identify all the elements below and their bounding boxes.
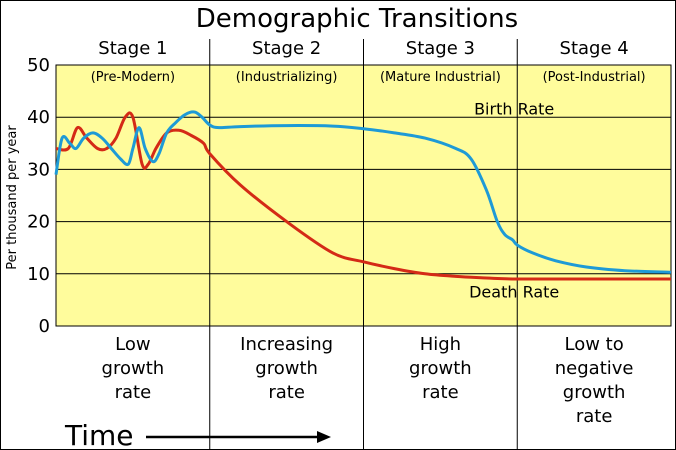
growth-label-line: rate <box>115 382 152 403</box>
growth-label-line: growth <box>102 358 165 379</box>
growth-label-line: growth <box>409 358 472 379</box>
growth-label-line: rate <box>268 382 305 403</box>
y-axis-label: Per thousand per year <box>5 125 20 270</box>
stage-header: Stage 1 <box>98 38 167 59</box>
stage-subtitle: (Post-Industrial) <box>543 70 646 85</box>
growth-label-line: High <box>420 334 461 355</box>
y-tick-label: 10 <box>27 264 50 285</box>
stage-header: Stage 2 <box>252 38 321 59</box>
growth-label-line: rate <box>576 406 613 427</box>
stage-header: Stage 3 <box>406 38 475 59</box>
growth-label-line: negative <box>555 358 634 379</box>
stage-header: Stage 4 <box>560 38 629 59</box>
y-tick-label: 0 <box>39 316 50 337</box>
growth-label-line: growth <box>255 358 318 379</box>
y-tick-label: 20 <box>27 212 50 233</box>
growth-label-line: growth <box>563 382 626 403</box>
series-annotation: Death Rate <box>469 282 559 301</box>
series-annotation: Birth Rate <box>474 100 554 119</box>
birth-rate-line <box>54 110 672 274</box>
x-axis-label-time: Time <box>64 419 134 449</box>
stage-subtitle: (Industrializing) <box>236 70 338 85</box>
growth-label-line: Low to <box>565 334 624 355</box>
y-tick-label: 40 <box>27 107 50 128</box>
death-rate-line <box>55 111 671 281</box>
time-arrow-head <box>317 431 331 443</box>
growth-label-line: rate <box>422 382 459 403</box>
stage-subtitle: (Pre-Modern) <box>91 70 175 85</box>
y-tick-label: 30 <box>27 159 50 180</box>
time-arrow <box>146 431 331 443</box>
chart-title: Demographic Transitions <box>196 4 518 34</box>
growth-label-line: Increasing <box>240 334 333 355</box>
y-tick-label: 50 <box>27 55 50 76</box>
growth-label-line: Low <box>115 334 150 355</box>
stage-subtitle: (Mature Industrial) <box>380 70 501 85</box>
